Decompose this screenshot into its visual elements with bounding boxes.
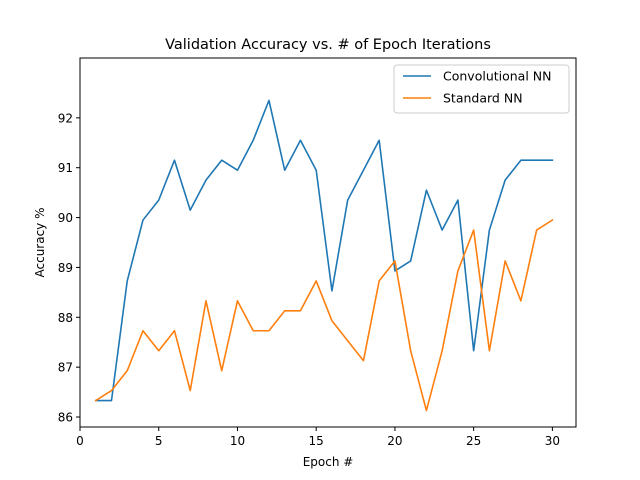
legend-label-standard-nn: Standard NN <box>443 91 523 106</box>
x-tick-label: 20 <box>387 434 402 448</box>
series-layer <box>94 99 554 412</box>
legend-box <box>393 64 570 114</box>
y-tick-label: 88 <box>58 311 73 325</box>
x-tick-label: 25 <box>466 434 481 448</box>
x-tick-label: 0 <box>76 434 84 448</box>
axes-frame <box>79 57 577 428</box>
x-axis-ticks: 0 5 10 15 20 25 30 <box>76 427 560 448</box>
x-tick-label: 5 <box>155 434 163 448</box>
x-tick-label: 30 <box>545 434 560 448</box>
legend-label-convolutional-nn: Convolutional NN <box>443 69 552 84</box>
chart-title: Validation Accuracy vs. # of Epoch Itera… <box>165 37 491 53</box>
plot-area <box>79 57 577 428</box>
y-tick-label: 87 <box>58 361 73 375</box>
y-tick-label: 92 <box>58 111 73 125</box>
legend: Convolutional NN Standard NN <box>393 64 570 114</box>
y-tick-label: 91 <box>58 161 73 175</box>
y-tick-label: 89 <box>58 261 73 275</box>
x-tick-label: 10 <box>230 434 245 448</box>
series-line-standard-nn <box>94 218 554 412</box>
y-tick-label: 90 <box>58 211 73 225</box>
x-axis-label: Epoch # <box>303 455 354 469</box>
y-axis-label: Accuracy % <box>33 207 47 277</box>
y-axis-ticks: 86 87 88 89 90 91 92 <box>58 111 80 425</box>
series-line-convolutional-nn <box>94 99 554 402</box>
x-tick-label: 15 <box>309 434 324 448</box>
y-tick-label: 86 <box>58 411 73 425</box>
